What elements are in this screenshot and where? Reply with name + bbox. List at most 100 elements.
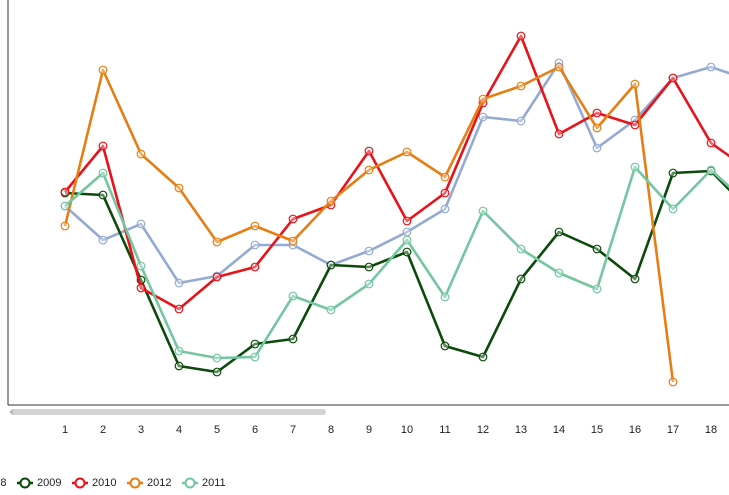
x-tick-label: 12 [477, 424, 489, 436]
x-tick-label: 10 [401, 424, 413, 436]
point-marker [630, 79, 640, 89]
point-marker [60, 187, 70, 197]
x-tick-label: 7 [290, 424, 296, 436]
point-marker [136, 261, 146, 271]
point-marker [174, 361, 184, 371]
series-line [63, 34, 729, 311]
scrollbar[interactable] [10, 409, 326, 415]
x-tick-label: 18 [705, 424, 717, 436]
point-marker [554, 268, 564, 278]
point-marker [630, 274, 640, 284]
series-line [64, 169, 729, 374]
point-marker [212, 353, 222, 363]
point-marker [668, 73, 678, 83]
legend-marker [129, 477, 141, 489]
point-marker [706, 62, 716, 72]
point-marker [136, 149, 146, 159]
x-tick-label: 1 [62, 424, 68, 436]
point-marker [364, 262, 374, 272]
point-marker [402, 227, 412, 237]
legend: 2008 2009 2010 2012 2011 [0, 477, 226, 489]
point-marker [440, 172, 450, 182]
point-marker [98, 168, 108, 178]
point-marker [364, 279, 374, 289]
point-marker [402, 247, 412, 257]
x-tick-label: 16 [629, 424, 641, 436]
point-marker [440, 341, 450, 351]
point-marker [516, 244, 526, 254]
point-marker [554, 227, 564, 237]
point-marker [136, 283, 146, 293]
point-marker [60, 221, 70, 231]
point-marker [478, 112, 488, 122]
point-marker [212, 272, 222, 282]
point-marker [288, 214, 298, 224]
point-marker [592, 108, 602, 118]
point-marker [326, 260, 336, 270]
x-tick-label: 5 [214, 424, 220, 436]
x-tick-label: 3 [138, 424, 144, 436]
point-marker [250, 262, 260, 272]
point-marker [174, 183, 184, 193]
point-marker [668, 168, 678, 178]
point-marker [402, 147, 412, 157]
point-marker [60, 201, 70, 211]
x-tick-label: 9 [366, 424, 372, 436]
point-marker [592, 284, 602, 294]
point-marker [478, 352, 488, 362]
point-marker [364, 165, 374, 175]
point-marker [250, 240, 260, 250]
point-marker [174, 304, 184, 314]
scroll-arrow[interactable] [9, 409, 13, 415]
point-marker [212, 367, 222, 377]
point-marker [706, 138, 716, 148]
point-marker [554, 62, 564, 72]
point-marker [250, 352, 260, 362]
point-marker [592, 143, 602, 153]
x-tick-label: 11 [439, 424, 450, 436]
series-line [64, 61, 729, 285]
point-marker [98, 235, 108, 245]
point-marker [326, 196, 336, 206]
legend-label: 2012 [147, 477, 171, 489]
point-marker [516, 116, 526, 126]
point-marker [440, 204, 450, 214]
point-marker [478, 206, 488, 216]
point-marker [212, 237, 222, 247]
x-tick-label: 13 [515, 424, 527, 436]
point-marker [516, 31, 526, 41]
plot-area [60, 31, 729, 387]
x-tick-label: 4 [176, 424, 182, 436]
point-marker [364, 146, 374, 156]
series-line [64, 165, 729, 360]
point-marker [174, 346, 184, 356]
legend-label: 2008 [0, 477, 6, 489]
point-marker [440, 292, 450, 302]
point-marker [554, 129, 564, 139]
point-marker [250, 339, 260, 349]
point-marker [250, 221, 260, 231]
point-marker [478, 94, 488, 104]
legend-label: 2009 [37, 477, 61, 489]
point-marker [98, 65, 108, 75]
legend-label: 2011 [202, 477, 226, 489]
point-marker [98, 141, 108, 151]
x-tick-label: 6 [252, 424, 258, 436]
series-line [63, 65, 675, 383]
point-marker [136, 219, 146, 229]
point-marker [288, 291, 298, 301]
point-marker [288, 236, 298, 246]
x-tick-label: 17 [667, 424, 679, 436]
point-marker [592, 244, 602, 254]
point-marker [516, 274, 526, 284]
point-marker [592, 123, 602, 133]
point-marker [364, 246, 374, 256]
legend-marker [74, 477, 86, 489]
legend-marker [184, 477, 196, 489]
point-marker [630, 162, 640, 172]
legend-marker [19, 477, 31, 489]
x-tick-label: 15 [591, 424, 603, 436]
legend-label: 2010 [92, 477, 116, 489]
